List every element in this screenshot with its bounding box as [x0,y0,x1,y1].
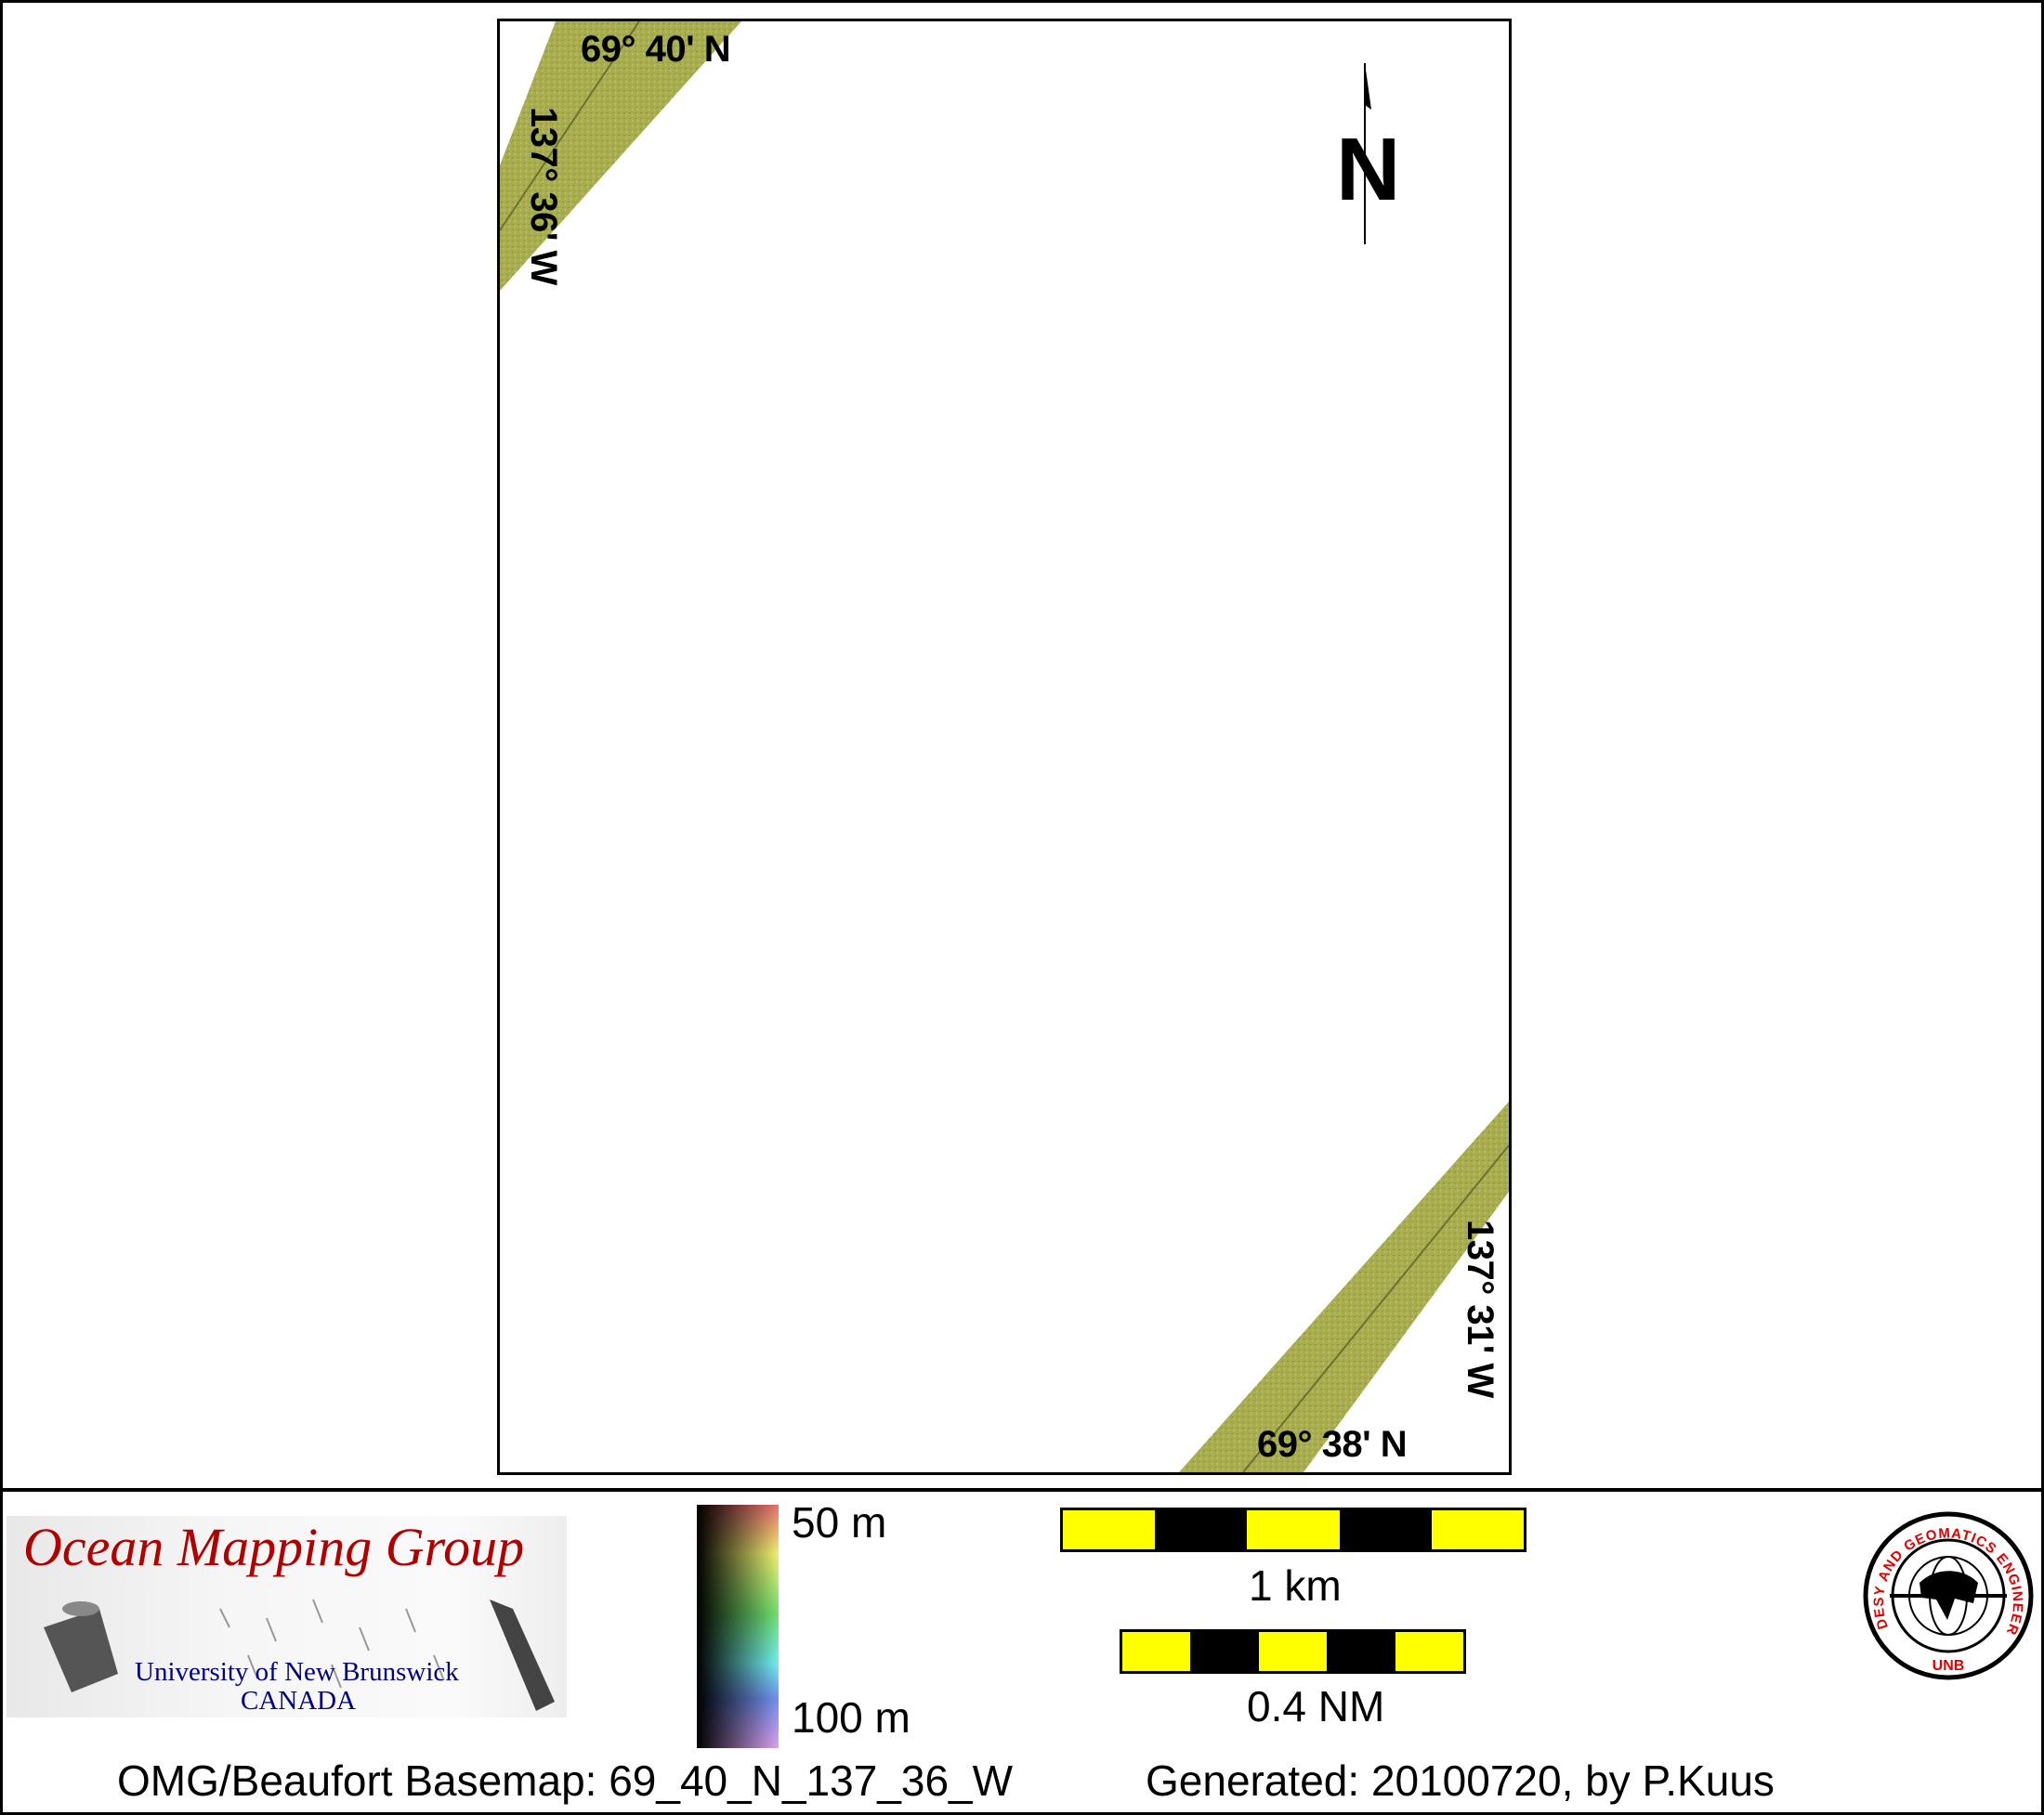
omg-logo-country: CANADA [241,1686,357,1716]
swath-bottom-right [1179,1102,1509,1472]
colorbar-top-label: 50 m [792,1498,887,1547]
scale-bar-nm-label: 0.4 NM [1247,1682,1385,1730]
swath-top-left [500,21,741,291]
legend-divider [0,1488,2044,1492]
left-longitude-label: 137° 36' W [523,107,564,285]
north-arrow-icon [1364,63,1371,244]
omg-logo-university: University of New Brunswick [135,1657,459,1687]
seal-bottom-text: UNB [1933,1658,1965,1674]
right-longitude-label: 137° 31' W [1460,1220,1500,1398]
colorbar-bottom-label: 100 m [792,1693,911,1742]
unb-geodesy-seal: GEODESY AND GEOMATICS ENGINEERING UNB [1862,1510,2034,1680]
footer-basemap-id: OMG/Beaufort Basemap: 69_40_N_137_36_W [117,1756,1014,1805]
swath-nadir-line [500,21,640,231]
map-frame: N 69° 40' N 137° 36' W 137° 31' W 69° 38… [497,19,1512,1475]
top-latitude-label: 69° 40' N [581,29,731,70]
footer-generated: Generated: 20100720, by P.Kuus [1146,1756,1775,1805]
north-label: N [1336,120,1400,219]
omg-logo-title: Ocean Mapping Group [23,1517,525,1577]
scale-bar-km-label: 1 km [1249,1561,1342,1610]
omg-logo: Ocean Mapping Group University of New Br… [7,1516,567,1717]
bathymetry-swaths [500,21,1509,1472]
seafloor-image-icon [44,1599,555,1711]
bottom-latitude-label: 69° 38' N [1257,1424,1408,1465]
scale-bar-nm [1120,1629,1466,1674]
scale-bar-km [1060,1508,1526,1552]
swath-nadir-line [1242,1144,1509,1472]
depth-colorbar [697,1505,779,1748]
